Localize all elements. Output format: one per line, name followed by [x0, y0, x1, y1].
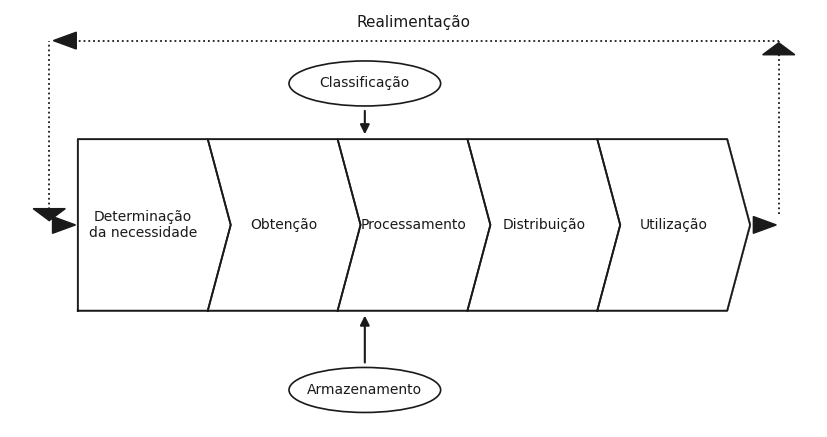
Polygon shape — [208, 139, 360, 311]
Text: Distribuição: Distribuição — [502, 218, 585, 232]
Ellipse shape — [289, 61, 440, 106]
Text: Classificação: Classificação — [319, 76, 409, 90]
Polygon shape — [53, 32, 76, 49]
Polygon shape — [467, 139, 619, 311]
Text: Determinação
da necessidade: Determinação da necessidade — [88, 210, 197, 240]
Text: Utilização: Utilização — [639, 218, 707, 232]
Text: Processamento: Processamento — [361, 218, 466, 232]
Text: Armazenamento: Armazenamento — [307, 383, 422, 397]
Polygon shape — [78, 139, 231, 311]
Polygon shape — [762, 43, 794, 55]
Polygon shape — [78, 139, 749, 311]
Text: Realimentação: Realimentação — [356, 15, 471, 30]
Polygon shape — [52, 216, 75, 233]
Polygon shape — [753, 216, 776, 233]
Polygon shape — [33, 208, 65, 221]
Text: Obtenção: Obtenção — [251, 218, 318, 232]
Ellipse shape — [289, 368, 440, 413]
Polygon shape — [596, 139, 749, 311]
Polygon shape — [337, 139, 490, 311]
